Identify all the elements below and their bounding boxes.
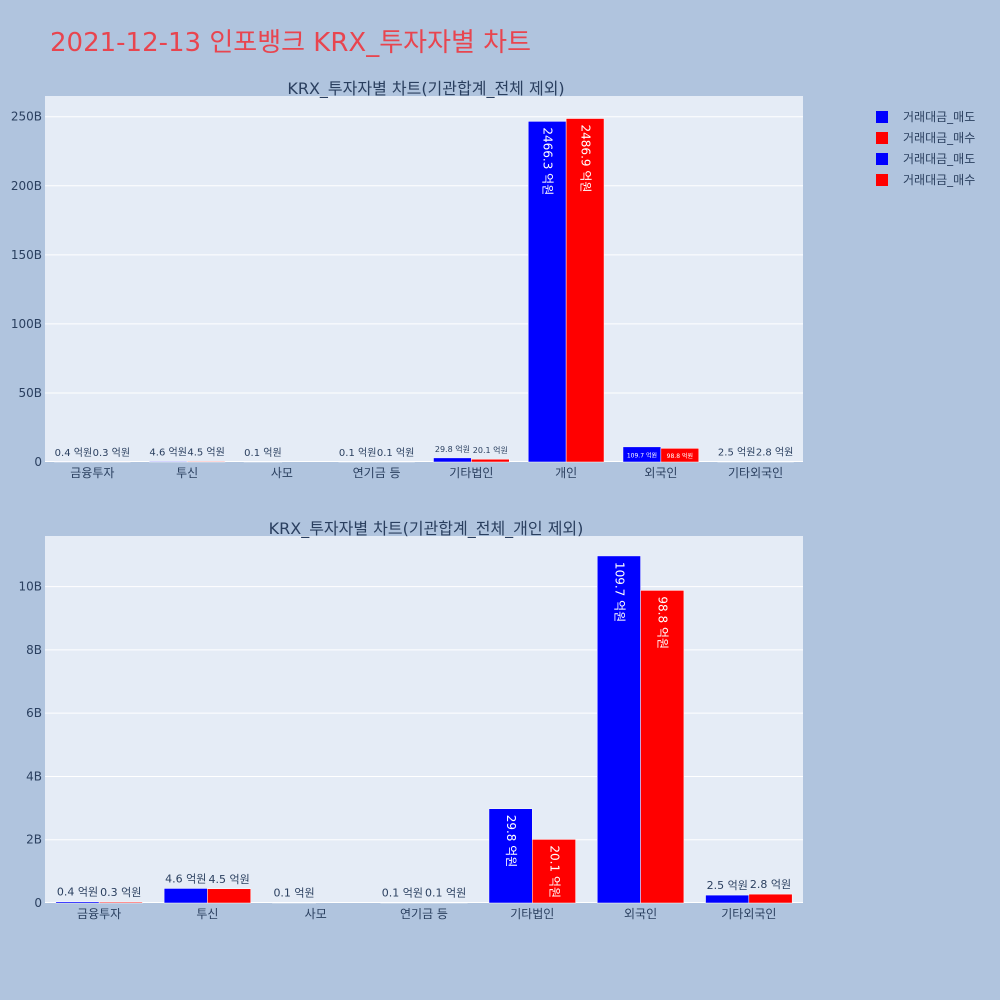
bar xyxy=(98,901,143,904)
legend-swatch-sell xyxy=(876,152,888,165)
x-tick-label: 개인 xyxy=(555,466,577,480)
bar xyxy=(433,457,472,463)
bar-value-label: 0.1 억원 xyxy=(382,887,423,900)
plot-area xyxy=(45,96,803,462)
legend-item-buy[interactable]: 거래대금_매수 xyxy=(876,127,975,148)
legend-item-sell[interactable]: 거래대금_매도 xyxy=(876,106,975,127)
bar xyxy=(471,458,510,463)
bar-value-label: 98.8 억원 xyxy=(656,596,670,649)
x-tick-label: 기타법인 xyxy=(449,466,493,480)
x-tick-label: 금융투자 xyxy=(77,907,121,921)
bar-value-label: 0.3 억원 xyxy=(93,447,130,459)
bar xyxy=(488,808,533,904)
bar xyxy=(532,839,576,904)
bar-value-label: 0.4 억원 xyxy=(55,447,92,459)
legend-label: 거래대금_매도 xyxy=(903,110,976,124)
y-tick-label: 50B xyxy=(18,386,42,400)
bar-value-label: 2466.3 억원 xyxy=(541,127,555,195)
y-tick-label: 250B xyxy=(11,110,42,124)
y-tick-label: 8B xyxy=(26,643,42,657)
bar xyxy=(186,461,226,463)
chart-title: KRX_투자자별 차트(기관합계_전체 제외) xyxy=(287,79,564,99)
legend-item-buy[interactable]: 거래대금_매수 xyxy=(876,169,975,190)
x-tick-label: 사모 xyxy=(271,466,293,480)
legend[interactable]: 거래대금_매도 거래대금_매수 거래대금_매도 거래대금_매수 xyxy=(876,106,975,190)
bar xyxy=(565,118,605,463)
legend-label: 거래대금_매도 xyxy=(903,152,976,166)
bar xyxy=(660,448,700,463)
legend-swatch-buy xyxy=(876,131,888,144)
x-tick-label: 금융투자 xyxy=(70,466,114,480)
y-tick-label: 150B xyxy=(11,248,42,262)
plot-area xyxy=(45,536,803,903)
x-tick-label: 투신 xyxy=(176,466,198,480)
bar-value-label: 4.5 억원 xyxy=(208,873,249,886)
bar xyxy=(748,893,793,904)
y-tick-label: 0 xyxy=(34,455,42,469)
bar-value-label: 0.1 억원 xyxy=(339,447,376,459)
bar-value-label: 4.6 억원 xyxy=(149,446,186,458)
y-tick-label: 200B xyxy=(11,179,42,193)
x-tick-label: 기타법인 xyxy=(510,907,554,921)
legend-swatch-sell xyxy=(876,110,888,123)
legend-label: 거래대금_매수 xyxy=(903,131,976,145)
x-tick-label: 연기금 등 xyxy=(353,466,401,480)
chart-title: KRX_투자자별 차트(기관합계_전체_개인 제외) xyxy=(269,519,584,539)
page-title: 2021-12-13 인포뱅크 KRX_투자자별 차트 xyxy=(50,28,532,58)
y-tick-label: 4B xyxy=(26,769,42,783)
bar-value-label: 0.4 억원 xyxy=(57,886,98,899)
bar xyxy=(705,894,750,904)
bar-value-label: 2.5 억원 xyxy=(707,879,748,892)
bar-value-label: 109.7 억원 xyxy=(627,451,657,459)
bar-value-label: 20.1 억원 xyxy=(473,445,508,455)
y-tick-label: 100B xyxy=(11,317,42,331)
bar xyxy=(148,461,188,463)
legend-label: 거래대금_매수 xyxy=(903,173,976,187)
bar xyxy=(207,888,251,904)
bar-value-label: 20.1 억원 xyxy=(547,845,561,898)
y-tick-label: 0 xyxy=(34,896,42,910)
y-tick-label: 10B xyxy=(18,580,42,594)
bar-value-label: 29.8 억원 xyxy=(435,444,470,454)
bar-value-label: 29.8 억원 xyxy=(504,815,518,868)
legend-item-sell[interactable]: 거래대금_매도 xyxy=(876,148,975,169)
bar-value-label: 0.1 억원 xyxy=(425,887,466,900)
y-tick-label: 6B xyxy=(26,706,42,720)
x-tick-label: 외국인 xyxy=(624,907,657,921)
x-tick-label: 사모 xyxy=(305,907,327,921)
x-tick-label: 기타외국인 xyxy=(728,466,783,480)
bar-value-label: 0.3 억원 xyxy=(100,886,141,899)
x-tick-label: 외국인 xyxy=(644,466,677,480)
bar-value-label: 4.6 억원 xyxy=(165,872,206,885)
y-tick-label: 2B xyxy=(26,833,42,847)
bar-value-label: 0.1 억원 xyxy=(244,447,281,459)
legend-swatch-buy xyxy=(876,173,888,186)
bar xyxy=(55,901,100,904)
bar-value-label: 109.7 억원 xyxy=(612,562,626,622)
bar-value-label: 2.8 억원 xyxy=(750,878,791,891)
bar-value-label: 0.1 억원 xyxy=(273,887,314,900)
bar-value-label: 2.5 억원 xyxy=(718,447,755,459)
bar-value-label: 2486.9 억원 xyxy=(579,125,593,193)
bar xyxy=(640,590,685,904)
bar xyxy=(597,555,641,904)
bar-value-label: 0.1 억원 xyxy=(377,447,414,459)
x-tick-label: 기타외국인 xyxy=(721,907,776,921)
bar xyxy=(163,888,208,904)
bar-value-label: 4.5 억원 xyxy=(187,446,224,458)
bar-value-label: 98.8 억원 xyxy=(667,452,693,460)
bar-value-label: 2.8 억원 xyxy=(756,447,793,459)
x-tick-label: 연기금 등 xyxy=(400,907,448,921)
x-tick-label: 투신 xyxy=(196,907,218,921)
